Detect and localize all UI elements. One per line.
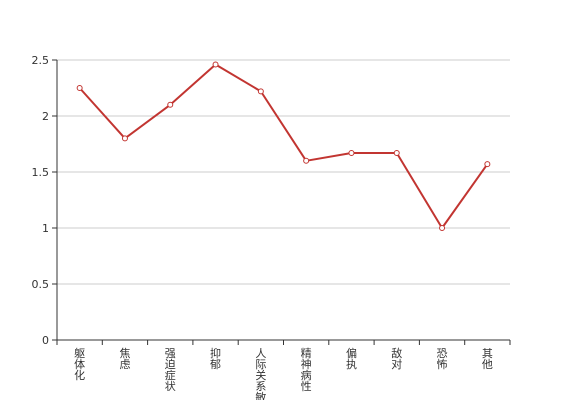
x-tick-label: 焦虑: [119, 347, 130, 371]
x-tick-label: 精神病性: [301, 347, 312, 393]
y-tick-label: 0: [42, 334, 49, 347]
x-tick-label: 抑郁: [210, 346, 221, 371]
data-point[interactable]: [439, 225, 446, 231]
data-point[interactable]: [121, 135, 128, 142]
y-tick-label: 2.5: [32, 54, 50, 67]
y-tick-label: 0.5: [32, 278, 50, 291]
series-group: [76, 61, 491, 231]
x-tick-label: 躯体化: [74, 347, 85, 382]
data-point[interactable]: [348, 149, 355, 156]
data-point[interactable]: [212, 61, 219, 68]
data-point[interactable]: [257, 88, 264, 95]
data-point[interactable]: [167, 101, 174, 108]
x-axis: 躯体化 焦虑 强迫症状 抑郁 人际关系敏感 精神病性 偏执 敌对 恐怖 其他: [56, 339, 511, 400]
x-tick-label: 其他: [482, 347, 493, 371]
x-tick-label: 恐怖: [437, 347, 448, 371]
x-tick-label: 人际关系敏感: [255, 347, 266, 400]
x-tick-label: 敌对: [391, 346, 402, 371]
y-tick-label: 1.5: [32, 166, 50, 179]
x-tick-label: 强迫症状: [165, 347, 176, 393]
data-point[interactable]: [76, 85, 83, 91]
x-tick-label: 偏执: [346, 346, 357, 371]
grid-lines: [57, 59, 510, 285]
y-tick-label: 2: [42, 110, 49, 123]
y-tick-label: 1: [42, 222, 49, 235]
series-line: [78, 63, 489, 229]
data-point[interactable]: [393, 149, 400, 156]
y-axis: 0 0.5 1 1.5 2 2.5: [32, 54, 58, 347]
data-point[interactable]: [303, 157, 310, 164]
data-point[interactable]: [484, 161, 491, 168]
